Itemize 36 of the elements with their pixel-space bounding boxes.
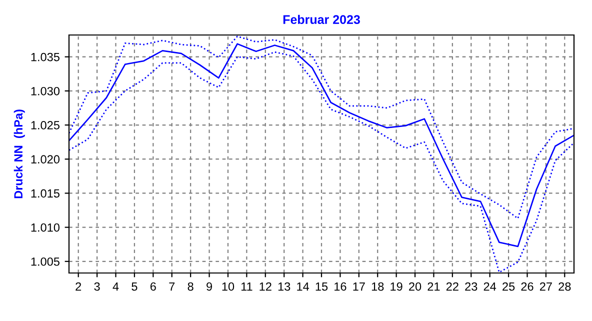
x-tick-label: 8 (188, 282, 194, 291)
x-tick-label: 3 (94, 282, 100, 291)
x-tick-label: 21 (428, 282, 440, 291)
x-tick-label: 24 (484, 282, 496, 291)
x-tick-label: 12 (260, 282, 272, 291)
y-tick-label: 1.015 (31, 189, 60, 198)
x-tick-label: 2 (76, 282, 82, 291)
x-tick-label: 16 (334, 282, 346, 291)
x-tick-label: 26 (521, 282, 534, 291)
x-tick-label: 22 (446, 282, 458, 291)
y-tick-label: 1.020 (31, 155, 60, 164)
x-tick-label: 18 (372, 282, 384, 291)
x-tick-label: 14 (297, 282, 310, 291)
x-tick-label: 4 (112, 282, 119, 291)
x-tick-label: 9 (206, 282, 212, 291)
x-tick-label: 25 (502, 282, 515, 291)
y-tick-label: 1.010 (31, 223, 60, 232)
x-tick-label: 27 (540, 282, 552, 291)
x-tick-label: 20 (409, 282, 422, 291)
y-tick-label: 1.005 (31, 257, 60, 266)
chart-title: Februar 2023 (283, 14, 360, 24)
x-tick-label: 7 (169, 282, 175, 291)
x-tick-label: 13 (278, 282, 290, 291)
x-tick-label: 19 (390, 282, 402, 291)
y-axis-title: Druck NN (hPa) (14, 110, 25, 198)
x-tick-label: 23 (465, 282, 478, 291)
x-tick-label: 17 (353, 282, 365, 291)
x-tick-label: 28 (558, 282, 571, 291)
x-tick-label: 5 (132, 282, 138, 291)
y-tick-label: 1.025 (31, 121, 60, 130)
x-tick-label: 10 (222, 282, 234, 291)
y-tick-label: 1.030 (31, 86, 60, 96)
x-tick-label: 6 (150, 282, 156, 291)
x-tick-label: 11 (241, 282, 252, 291)
x-tick-label: 15 (316, 282, 328, 291)
y-tick-label: 1.035 (31, 52, 60, 62)
